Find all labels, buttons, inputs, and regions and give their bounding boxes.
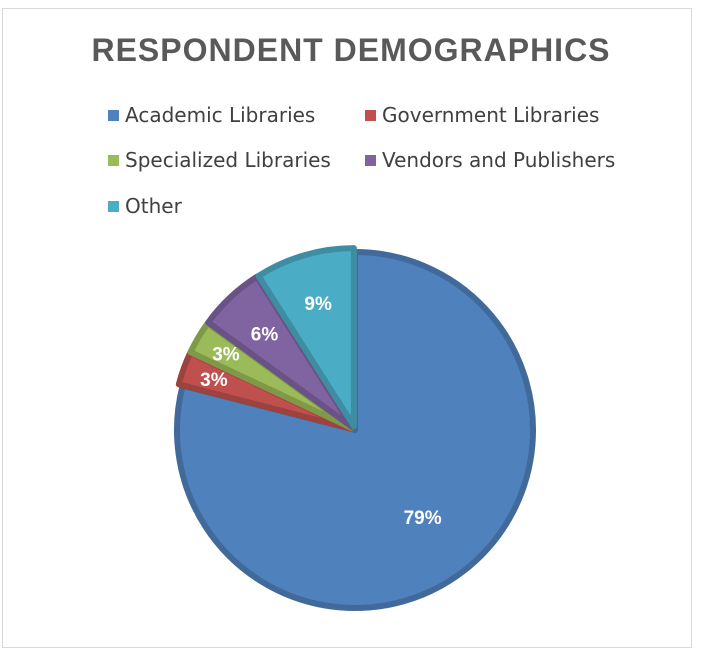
legend-label-academic: Academic Libraries <box>125 103 316 127</box>
legend-label-specialized: Specialized Libraries <box>125 148 331 172</box>
legend-item-other: Other <box>108 194 182 218</box>
data-label-other: 9% <box>304 294 332 315</box>
legend-item-specialized: Specialized Libraries <box>108 148 331 172</box>
data-label-specialized: 3% <box>212 345 240 366</box>
legend-swatch-other <box>108 200 119 212</box>
legend-item-vendors: Vendors and Publishers <box>365 148 615 172</box>
legend-swatch-government <box>365 109 376 121</box>
legend-item-academic: Academic Libraries <box>108 103 315 127</box>
legend-label-government: Government Libraries <box>382 103 600 127</box>
legend-swatch-academic <box>108 109 119 121</box>
pie-slice-other <box>255 245 357 430</box>
data-label-vendors: 6% <box>251 325 279 346</box>
legend-swatch-specialized <box>108 154 119 166</box>
pie-chart: 79% 3% 3% 6% 9% <box>174 245 536 611</box>
legend-swatch-vendors <box>365 154 376 166</box>
data-label-government: 3% <box>200 370 228 391</box>
pie-slice-academic <box>174 249 536 611</box>
chart-title: RESPONDENT DEMOGRAPHICS <box>91 32 611 68</box>
legend-label-vendors: Vendors and Publishers <box>382 148 616 172</box>
data-label-academic: 79% <box>404 508 442 529</box>
legend-label-other: Other <box>125 194 182 218</box>
legend-item-government: Government Libraries <box>365 103 599 127</box>
